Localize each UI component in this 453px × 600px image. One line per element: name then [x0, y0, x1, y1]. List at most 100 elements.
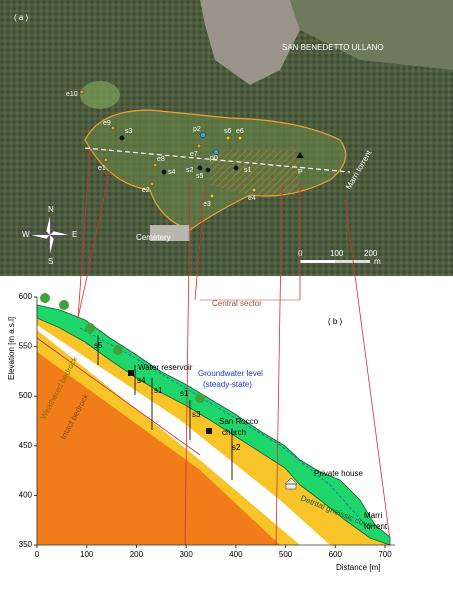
point: [205, 167, 211, 173]
well-label: s4: [137, 376, 146, 385]
x-tick-label: 100: [80, 550, 94, 559]
point: [237, 135, 243, 141]
x-tick-label: 500: [279, 550, 293, 559]
x-tick-label: 700: [378, 550, 392, 559]
torrent-label: Marri: [364, 511, 382, 520]
point-label: s1: [244, 167, 252, 174]
point: [103, 157, 109, 163]
house-icon: [284, 477, 298, 490]
town-label: SAN BENEDETTO ULLANO: [282, 43, 384, 52]
point-label: e1: [98, 165, 106, 172]
point-label: e4: [248, 195, 256, 202]
point: [200, 132, 206, 138]
slip-surface: [36, 337, 201, 456]
panel-label: ( a ): [14, 13, 29, 22]
point: [225, 135, 231, 141]
point: [233, 165, 239, 171]
point-label: e10: [66, 91, 78, 98]
compass-s: S: [48, 257, 53, 266]
point-label: s5: [196, 173, 204, 180]
point-label: p0: [210, 155, 218, 162]
point-label: e9: [103, 120, 111, 127]
compass: N S E W: [22, 205, 77, 266]
cemetery-area: [150, 225, 190, 241]
compass-w: W: [22, 230, 30, 239]
sector-label: Central sector: [212, 299, 262, 308]
point-label: e2: [142, 187, 150, 194]
point: [161, 169, 167, 175]
x-tick-label: 200: [130, 550, 144, 559]
cemetery-label: Cemetery: [136, 233, 171, 242]
compass-n: N: [48, 205, 54, 214]
point-label: e3: [203, 201, 211, 208]
point-label: s4: [168, 169, 176, 176]
church-icon: [206, 428, 212, 434]
torrent-label: torrent: [364, 522, 388, 531]
scale-unit: m: [374, 257, 381, 266]
point: [213, 149, 219, 155]
groundwater-label: Groundwater level: [198, 369, 263, 378]
well-label: s2: [232, 443, 241, 452]
panel-b: Central sector ( b ) Water reservoir Gro…: [7, 149, 395, 572]
scale-label: 100: [330, 249, 344, 258]
scale-label: 200: [364, 249, 378, 258]
point: [119, 135, 125, 141]
point-label: P: [298, 169, 303, 176]
fields: [290, 0, 453, 70]
panel-label: ( b ): [328, 317, 343, 326]
compass-e: E: [72, 230, 77, 239]
connector-lines: [77, 149, 391, 546]
y-tick-label: 550: [19, 342, 33, 351]
detrital-cover: [36, 304, 391, 546]
clearing: [80, 81, 120, 109]
x-tick-label: 400: [229, 550, 243, 559]
groundwater-label: (steady-state): [203, 380, 252, 389]
x-tick-label: 0: [35, 550, 40, 559]
point-label: s3: [125, 128, 133, 135]
church-label: San Rocco: [219, 417, 259, 426]
y-tick-label: 600: [19, 292, 33, 301]
point: [209, 193, 215, 199]
well-label: s5: [94, 341, 103, 350]
point: [79, 89, 85, 95]
point-label: e6: [236, 128, 244, 135]
panel-a: ( a ) SAN BENEDETTO ULLANO Cemetery Marr…: [0, 0, 453, 276]
church-label: church: [222, 428, 246, 437]
scale-label: 0: [298, 249, 303, 258]
x-tick-label: 300: [179, 550, 193, 559]
y-tick-label: 350: [19, 540, 33, 549]
well-label: s1: [154, 386, 163, 395]
points: e10 e9 s3 e1 e8 s4 e2 p2 e7 s2 p0 s5 s6 …: [66, 89, 304, 208]
y-tick-label: 400: [19, 490, 33, 499]
point: [110, 125, 116, 131]
x-tick-label: 600: [329, 550, 343, 559]
trees: [40, 293, 205, 403]
x-axis-title: Distance [m]: [336, 563, 380, 572]
scale-bar: 0 100 200 m: [298, 249, 381, 266]
point: [296, 152, 304, 158]
point-label: e7: [190, 151, 198, 158]
groundwater-line: [79, 327, 371, 531]
point: [251, 187, 257, 193]
section-trace: [84, 147, 351, 173]
reservoir-icon: [128, 370, 134, 376]
y-tick-label: 500: [19, 391, 33, 400]
reservoir-label: Water reservoir: [138, 363, 193, 372]
well-label: s3: [192, 410, 201, 419]
point-label: s6: [224, 128, 232, 135]
point-label: e8: [157, 156, 165, 163]
point: [149, 181, 155, 187]
wells: [97, 335, 233, 480]
well-label: s1: [180, 389, 189, 398]
house-label: Private house: [314, 469, 363, 478]
point-label: p2: [193, 126, 201, 133]
y-tick-label: 450: [19, 441, 33, 450]
town-area: [200, 0, 300, 85]
point: [197, 165, 203, 171]
point: [152, 162, 158, 168]
y-axis-title: Elevation [m a.s.l]: [7, 317, 16, 380]
point-label: s2: [186, 167, 194, 174]
point: [196, 143, 202, 149]
intact-bedrock: [37, 352, 280, 545]
